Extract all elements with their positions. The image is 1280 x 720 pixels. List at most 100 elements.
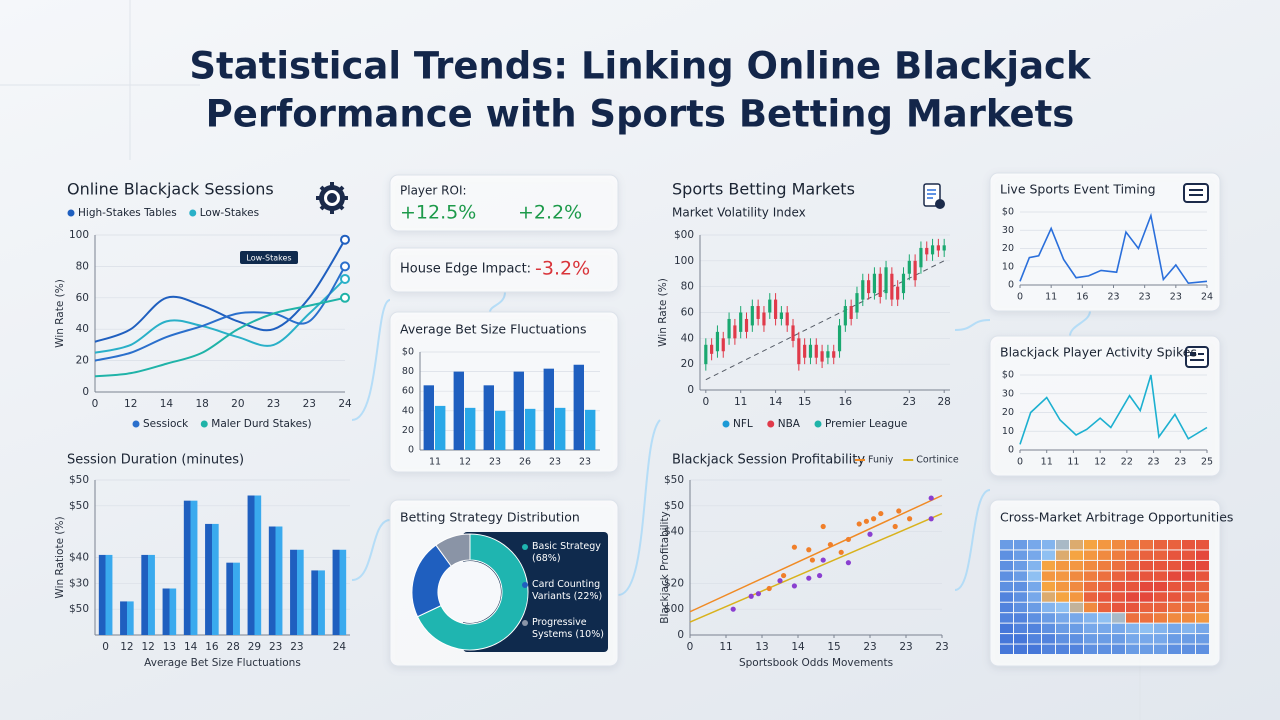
heat-cell	[1014, 592, 1027, 602]
heat-cell	[1196, 540, 1209, 550]
x-tick-label: 23	[303, 398, 316, 410]
bar	[226, 562, 240, 635]
kpi-value: +2.2%	[518, 202, 582, 224]
bar	[183, 500, 198, 635]
heat-cell	[1112, 623, 1125, 634]
heat-cell	[1014, 644, 1027, 654]
heat-cell	[1182, 581, 1195, 592]
heat-cell	[1140, 613, 1153, 623]
heat-cell	[1000, 602, 1013, 613]
x-tick-label: 0	[687, 641, 694, 653]
bar	[98, 554, 113, 635]
legend-label: Maler Durd Stakes)	[211, 418, 311, 430]
candle-body	[849, 306, 853, 319]
x-tick-label: 29	[248, 641, 261, 653]
heat-cell	[1084, 634, 1097, 644]
heat-cell	[1140, 644, 1153, 654]
heat-cell	[1098, 602, 1111, 613]
heat-cell	[1112, 540, 1125, 550]
heat-cell	[1182, 613, 1195, 623]
scatter-point	[928, 516, 934, 522]
y-tick-label: 10	[1002, 426, 1014, 437]
x-tick-label: 12	[1094, 457, 1106, 468]
heat-cell	[1042, 581, 1055, 592]
bar	[247, 495, 262, 635]
y-tick-label: $50	[69, 474, 89, 486]
y-tick-label: $20	[664, 577, 684, 589]
legend-label: Basic Strategy (68%)	[532, 541, 601, 564]
heat-cell	[1070, 613, 1083, 623]
chart-title: Betting Strategy Distribution	[400, 510, 580, 525]
bar	[495, 410, 506, 450]
donut-slice	[416, 533, 529, 651]
gear-icon	[316, 182, 348, 214]
heat-cell	[1154, 644, 1167, 654]
y-tick-label: 10	[1002, 261, 1014, 272]
heat-cell	[1140, 571, 1153, 581]
candle-body	[814, 344, 818, 358]
heat-cell	[1014, 623, 1027, 634]
donut-slice	[435, 533, 471, 567]
x-tick-label: 15	[827, 641, 840, 653]
heat-cell	[1168, 592, 1181, 602]
x-tick-label: 0	[1017, 457, 1023, 468]
heat-cell	[1084, 560, 1097, 571]
y-tick-label: 100	[674, 255, 694, 267]
legend-swatch	[522, 620, 528, 626]
y-tick-label: $50	[69, 500, 89, 512]
heat-cell	[1182, 602, 1195, 613]
series-line	[94, 278, 346, 354]
legend-label: NBA	[778, 418, 801, 430]
chart-title: Session Duration (minutes)	[67, 453, 244, 468]
x-tick-label: 24	[338, 398, 352, 410]
heat-cell	[1196, 571, 1209, 581]
y-tick-label: 20	[1002, 407, 1014, 418]
heat-cell	[1014, 634, 1027, 644]
candle-body	[890, 273, 894, 300]
heat-cell	[1098, 560, 1111, 571]
scatter-point	[820, 557, 826, 563]
candle-body	[826, 351, 830, 358]
legend-swatch	[767, 420, 775, 428]
y-tick-label: 60	[402, 386, 414, 397]
heat-cell	[1084, 602, 1097, 613]
x-tick-label: 23	[1107, 292, 1119, 303]
x-tick-label: 0	[702, 396, 709, 408]
heat-cell	[1084, 623, 1097, 634]
heat-cell	[1182, 540, 1195, 550]
x-tick-label: 14	[769, 396, 783, 408]
heat-cell	[1112, 581, 1125, 592]
heat-cell	[1196, 613, 1209, 623]
scatter-point	[748, 593, 754, 599]
y-axis-label: Win Ratiote (%)	[54, 516, 66, 598]
scatter-point	[791, 544, 798, 550]
x-tick-label: 23	[1148, 457, 1160, 468]
heat-cell	[1000, 592, 1013, 602]
candle-body	[901, 273, 906, 294]
heat-cell	[1098, 581, 1111, 592]
scatter-point	[806, 575, 812, 581]
heat-cell	[1056, 602, 1069, 613]
heat-cell	[1196, 623, 1209, 634]
heat-cell	[1126, 592, 1139, 602]
heat-cell	[1126, 613, 1139, 623]
scatter-point	[892, 523, 898, 530]
heat-cell	[1196, 592, 1209, 602]
bar	[162, 588, 177, 635]
heat-cell	[1098, 550, 1111, 560]
x-tick-label: 15	[798, 396, 811, 408]
heat-cell	[1182, 634, 1195, 644]
bar	[268, 526, 283, 635]
end-marker	[340, 261, 350, 272]
y-tick-label: 80	[681, 281, 694, 293]
x-tick-label: 23	[267, 398, 280, 410]
heat-cell	[1112, 571, 1125, 581]
heat-cell	[1000, 634, 1013, 644]
heat-cell	[1168, 602, 1181, 613]
heat-cell	[1014, 540, 1027, 550]
heat-cell	[1000, 560, 1013, 571]
heat-cell	[1196, 634, 1209, 644]
bar	[453, 371, 464, 450]
candle-body	[907, 260, 911, 274]
heat-cell	[1084, 592, 1097, 602]
